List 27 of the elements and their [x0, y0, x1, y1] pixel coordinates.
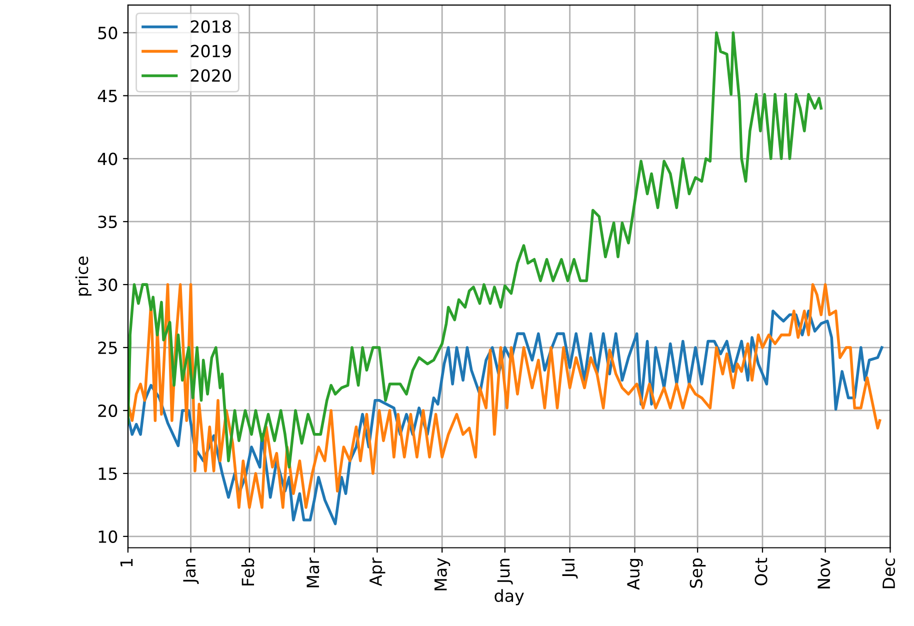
y-tick-label: 25	[98, 341, 117, 354]
legend-label: 2020	[190, 69, 231, 82]
y-tick-label: 15	[98, 468, 117, 480]
legend-label: 2019	[190, 44, 231, 58]
y-tick-label: 40	[98, 152, 118, 166]
legend-label: 2018	[190, 20, 231, 33]
x-tick-label: Aug	[627, 558, 643, 590]
x-tick-label: Jun	[497, 558, 513, 584]
x-tick-label: Nov	[818, 558, 830, 588]
x-tick-label: Oct	[754, 558, 768, 586]
y-tick-label: 45	[98, 90, 117, 102]
y-tick-label: 50	[98, 26, 118, 40]
x-tick-label: 1	[120, 559, 133, 566]
x-tick-label: May	[434, 558, 450, 590]
y-tick-label: 35	[98, 216, 117, 228]
y-tick-label: 20	[98, 404, 118, 418]
x-axis-title: day	[494, 589, 524, 606]
x-tick-label: Jul	[562, 559, 578, 578]
x-tick-label: Dec	[882, 558, 896, 588]
x-tick-label: Jan	[183, 558, 199, 584]
x-tick-label: Mar	[306, 557, 320, 588]
y-tick-label: 30	[98, 278, 118, 292]
y-axis-title: price	[75, 256, 92, 296]
x-tick-label: Apr	[370, 557, 386, 586]
x-tick-label: Feb	[241, 558, 254, 586]
x-tick-label: Sep	[690, 558, 706, 588]
y-tick-label: 10	[98, 530, 118, 543]
